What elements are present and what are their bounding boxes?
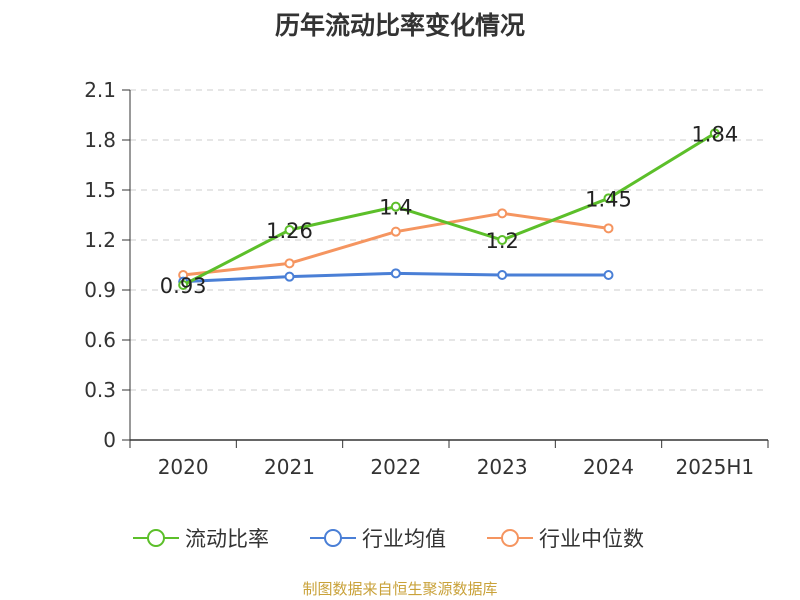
series-0-point-1 xyxy=(284,225,295,235)
series-2-point-1 xyxy=(284,258,295,269)
series-0-point-5 xyxy=(709,128,720,139)
legend-marker-industry-avg xyxy=(310,529,356,547)
chart-title: 历年流动比率变化情况 xyxy=(274,11,525,40)
data-label-5: 1.84 xyxy=(691,122,738,146)
series-2-point-2 xyxy=(390,226,401,237)
chart-legend: 流动比率 行业均值 行业中位数 xyxy=(0,520,800,556)
series-0-point-0 xyxy=(178,280,189,290)
x-tick-label-0: 2020 xyxy=(158,455,209,479)
series-0-point-2 xyxy=(390,201,401,212)
axes: 0 0.3 0.6 0.9 1.2 1.5 1.8 2.1 2020 2021 2022 2023 20… xyxy=(84,78,769,479)
series-1-point-4 xyxy=(603,270,614,280)
series-1-point-3 xyxy=(497,270,508,280)
x-tick-label-4: 2024 xyxy=(583,455,634,479)
series-lines xyxy=(178,128,720,290)
data-labels: 0.93 1.26 1.4 1.2 1.45 1.84 xyxy=(160,122,738,298)
line-chart: 0 0.3 0.6 0.9 1.2 1.5 1.8 2.1 2020 2021 2022 2023 20… xyxy=(84,78,769,479)
data-source-note: 制图数据来自恒生聚源数据库 xyxy=(302,580,498,598)
y-tick-label-5: 1.5 xyxy=(84,178,116,202)
data-label-1: 1.26 xyxy=(266,219,313,243)
legend-label-industry-avg: 行业均值 xyxy=(362,527,446,551)
series-2-point-4 xyxy=(603,223,614,234)
x-tick-label-1: 2021 xyxy=(264,455,315,479)
data-label-4: 1.45 xyxy=(585,187,632,211)
series-0-point-3 xyxy=(497,235,508,245)
data-label-3: 1.2 xyxy=(485,229,518,253)
y-tick-label-2: 0.6 xyxy=(84,328,116,352)
series-2-point-3 xyxy=(497,208,508,219)
legend-item-industry-median[interactable]: 行业中位数 xyxy=(487,520,644,556)
y-tick-label-7: 2.1 xyxy=(84,78,116,102)
series-line-0 xyxy=(182,132,716,287)
y-tick-label-4: 1.2 xyxy=(84,228,116,252)
series-1-point-1 xyxy=(284,271,295,282)
series-1-point-2 xyxy=(390,268,401,279)
data-label-2: 1.4 xyxy=(379,196,412,220)
series-0-point-4 xyxy=(603,193,614,204)
legend-item-current-ratio[interactable]: 流动比率 xyxy=(133,520,269,556)
legend-marker-industry-median xyxy=(487,529,533,547)
y-tick-label-3: 0.9 xyxy=(84,278,116,302)
y-tick-label-1: 0.3 xyxy=(84,378,116,402)
legend-item-industry-avg[interactable]: 行业均值 xyxy=(310,520,446,556)
legend-label-current-ratio: 流动比率 xyxy=(185,527,269,551)
data-label-0: 0.93 xyxy=(160,274,207,298)
y-tick-label-6: 1.8 xyxy=(84,128,116,152)
legend-label-industry-median: 行业中位数 xyxy=(539,527,644,551)
x-tick-label-2: 2022 xyxy=(370,455,421,479)
x-tick-label-5: 2025H1 xyxy=(675,455,754,479)
x-tick-label-3: 2023 xyxy=(477,455,528,479)
grid-lines xyxy=(130,89,768,391)
y-tick-label-0: 0 xyxy=(103,428,116,452)
legend-marker-current-ratio xyxy=(133,529,179,547)
